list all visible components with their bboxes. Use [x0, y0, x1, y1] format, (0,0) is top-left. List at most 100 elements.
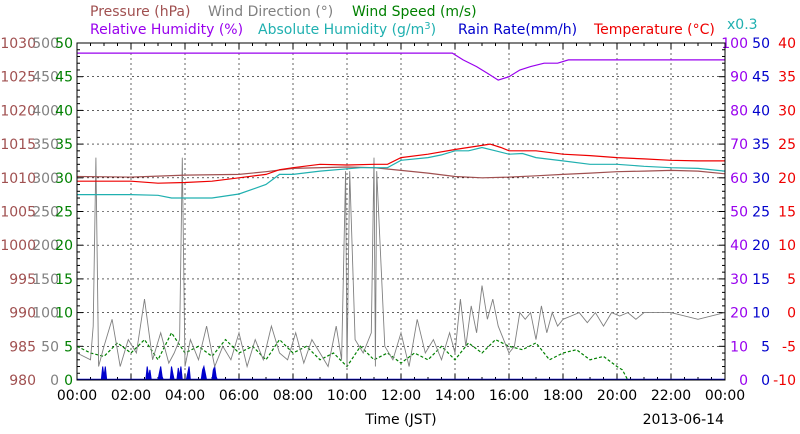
temperature-tick-label: 35: [778, 70, 796, 86]
temperature-tick-label: 15: [778, 205, 796, 221]
grid: [76, 42, 726, 381]
temperature-tick-label: 10: [778, 238, 796, 254]
humidity-tick-label: 10: [730, 339, 748, 355]
wind-speed-tick-label: 10: [55, 306, 73, 322]
x-tick-label: 08:00: [273, 388, 313, 404]
wind-direction-tick-label: 350: [32, 137, 59, 153]
wind-speed-tick-label: 50: [55, 36, 73, 52]
series-rain-rate: [100, 364, 219, 381]
x-tick-label: 04:00: [165, 388, 205, 404]
x-tick-label: 00:00: [705, 388, 745, 404]
humidity-tick-label: 50: [730, 205, 748, 221]
x-tick-label: 16:00: [489, 388, 529, 404]
rain-rate-tick-label: 15: [752, 272, 770, 288]
wind-speed-tick-label: 30: [55, 171, 73, 187]
humidity-tick-label: 20: [730, 306, 748, 322]
pressure-tick-label: 1020: [0, 103, 36, 119]
humidity-tick-label: 100: [721, 36, 748, 52]
x-tick-label: 00:00: [57, 388, 97, 404]
rain-rate-tick-label: 0: [761, 373, 770, 389]
wind-direction-tick-label: 250: [32, 205, 59, 221]
temperature-tick-label: -10: [773, 373, 796, 389]
legend-rain-rate: Rain Rate(mm/h): [458, 22, 577, 38]
humidity-tick-label: 80: [730, 103, 748, 119]
legend-temperature: Temperature (°C): [593, 22, 715, 38]
x-tick-labels: 00:00 02:00 04:00 06:00 08:00 10:00 12:00 14:00…: [57, 388, 745, 404]
temperature-tick-label: 5: [787, 272, 796, 288]
wind-speed-tick-label: 25: [55, 205, 73, 221]
series-temperature: [77, 143, 725, 184]
x-tick-label: 22:00: [651, 388, 691, 404]
wind-speed-tick-label: 45: [55, 70, 73, 86]
pressure-tick-label: 980: [9, 373, 36, 389]
pressure-tick-label: 1015: [0, 137, 36, 153]
temperature-tick-label: 25: [778, 137, 796, 153]
rain-rate-tick-label: 30: [752, 171, 770, 187]
legend-absolute-humidity-sup: 3: [424, 21, 430, 32]
pressure-tick-label: 995: [9, 272, 36, 288]
rain-rate-tick-label: 20: [752, 238, 770, 254]
legend-absolute-humidity: Absolute Humidity (g/m3): [258, 21, 436, 38]
rain-rate-tick-label: 50: [752, 36, 770, 52]
x-tick-label: 14:00: [435, 388, 475, 404]
humidity-tick-label: 90: [730, 70, 748, 86]
wind-direction-tick-label: 200: [32, 238, 59, 254]
series-wind-direction: [76, 157, 726, 369]
wind-direction-tick-label: 500: [32, 36, 59, 52]
pressure-tick-label: 1010: [0, 171, 36, 187]
rain-rate-tick-label: 35: [752, 137, 770, 153]
wind-direction-tick-label: 400: [32, 103, 59, 119]
x-tick-label: 20:00: [597, 388, 637, 404]
x-tick-label: 02:00: [111, 388, 151, 404]
legend-wind-speed: Wind Speed (m/s): [352, 4, 477, 20]
rain-scale-note: x0.3: [727, 17, 758, 33]
temperature-tick-label: 30: [778, 103, 796, 119]
rain-rate-tick-label: 40: [752, 103, 770, 119]
pressure-tick-label: 985: [9, 339, 36, 355]
pressure-tick-label: 1000: [0, 238, 36, 254]
rain-rate-tick-label: 10: [752, 306, 770, 322]
temperature-tick-label: 20: [778, 171, 796, 187]
rain-rate-tick-label: 25: [752, 205, 770, 221]
humidity-tick-label: 70: [730, 137, 748, 153]
temperature-tick-label: 40: [778, 36, 796, 52]
wind-speed-tick-label: 35: [55, 137, 73, 153]
wind-direction-tick-label: 0: [50, 373, 59, 389]
wind-speed-tick-label: 15: [55, 272, 73, 288]
axis-tick-labels: 1030102510201015101010051000995990985980…: [0, 36, 796, 389]
series-relative-humidity: [77, 52, 725, 81]
pressure-tick-label: 1025: [0, 70, 36, 86]
legend-pressure: Pressure (hPa): [90, 4, 190, 20]
wind-direction-tick-label: 100: [32, 306, 59, 322]
humidity-tick-label: 40: [730, 238, 748, 254]
date-label: 2013-06-14: [643, 412, 724, 428]
series-pressure: [76, 166, 726, 179]
wind-speed-tick-label: 40: [55, 103, 73, 119]
wind-speed-tick-label: 20: [55, 238, 73, 254]
series-wind-speed: [76, 331, 629, 381]
series-absolute-humidity: [77, 146, 726, 199]
pressure-tick-label: 1030: [0, 36, 36, 52]
legend-relative-humidity: Relative Humidity (%): [90, 22, 243, 38]
series-layer: [76, 52, 726, 381]
x-tick-label: 18:00: [543, 388, 583, 404]
temperature-tick-label: 0: [787, 306, 796, 322]
pressure-tick-label: 1005: [0, 205, 36, 221]
x-axis-label: Time (JST): [364, 412, 436, 428]
wind-direction-tick-label: 150: [32, 272, 59, 288]
legend-wind-direction: Wind Direction (°): [208, 4, 333, 20]
rain-rate-tick-label: 5: [761, 339, 770, 355]
humidity-tick-label: 30: [730, 272, 748, 288]
legend: Pressure (hPa) Wind Direction (°) Wind S…: [90, 4, 758, 38]
plot-frame: [76, 42, 726, 381]
pressure-tick-label: 990: [9, 306, 36, 322]
temperature-tick-label: -5: [782, 339, 796, 355]
wind-direction-tick-label: 450: [32, 70, 59, 86]
humidity-tick-label: 60: [730, 171, 748, 187]
wind-direction-tick-label: 300: [32, 171, 59, 187]
wind-direction-tick-label: 50: [41, 339, 59, 355]
wind-speed-tick-label: 5: [64, 339, 73, 355]
x-tick-label: 06:00: [219, 388, 259, 404]
humidity-tick-label: 0: [739, 373, 748, 389]
